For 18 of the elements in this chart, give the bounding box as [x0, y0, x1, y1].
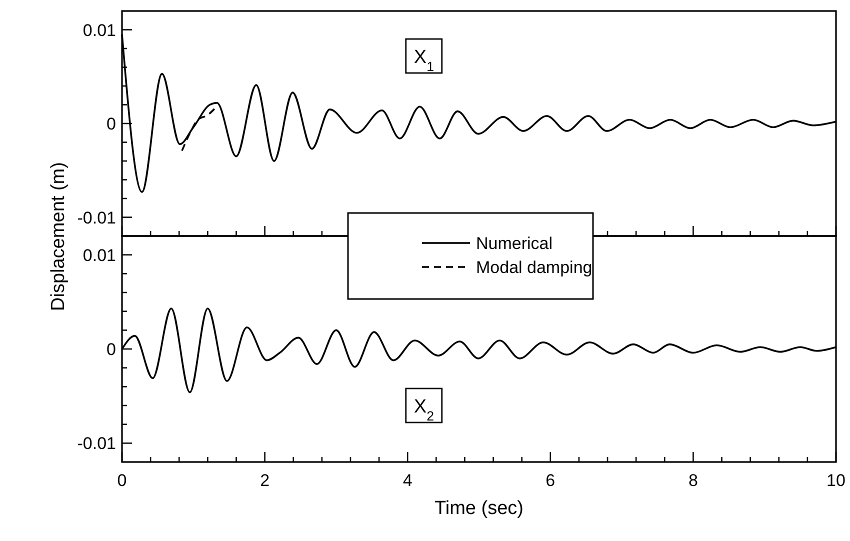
y-axis-title: Displacement (m): [48, 162, 69, 311]
x-tick-label: 6: [546, 471, 556, 490]
x-tick-label: 2: [260, 471, 270, 490]
annotation: X$_{1}$: [414, 47, 434, 74]
legend-label: Modal damping: [476, 258, 592, 277]
y-tick-label: 0: [106, 114, 116, 134]
line-series: [181, 108, 216, 152]
legend-label: Numerical: [476, 234, 553, 253]
x-tick-label: 8: [688, 471, 698, 490]
y-tick-label: -0.01: [77, 208, 116, 228]
x-axis-title: Time (sec): [434, 498, 524, 519]
y-tick-label: 0.01: [82, 20, 116, 40]
y-tick-label: 0: [106, 340, 116, 359]
annotation: X$_{2}$: [414, 396, 434, 423]
y-tick-label: -0.01: [77, 434, 116, 454]
x-tick-label: 4: [402, 471, 412, 490]
y-tick-label: 0.01: [82, 246, 116, 265]
x-tick-label: 10: [826, 471, 846, 490]
